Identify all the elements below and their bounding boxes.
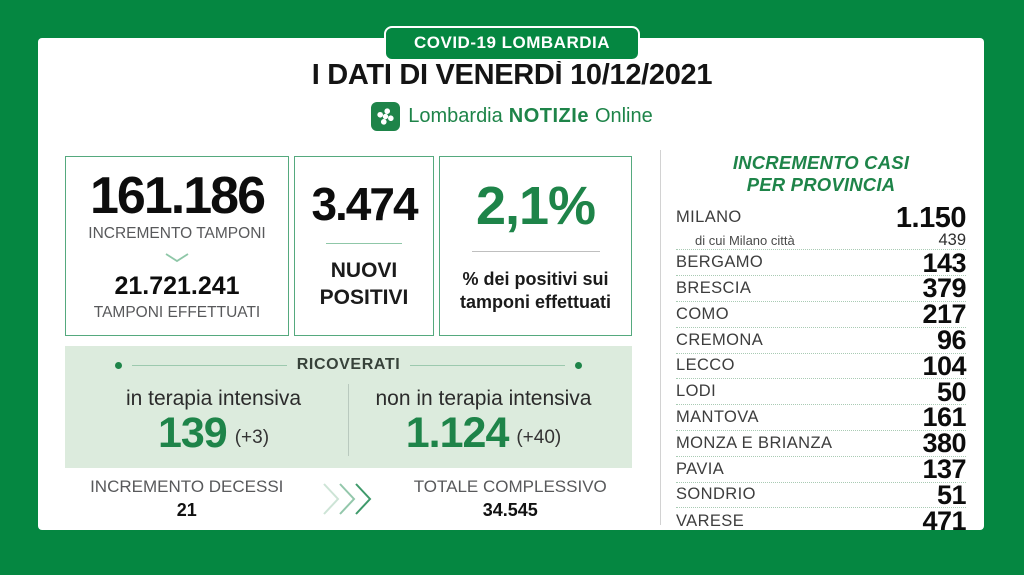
incremento-decessi-label: INCREMENTO DECESSI bbox=[90, 477, 284, 496]
non-terapia-intensiva-label: non in terapia intensiva bbox=[375, 386, 592, 410]
province-panel: INCREMENTO CASI PER PROVINCIA MILANO 1.1… bbox=[676, 152, 967, 537]
ricoverati-title: RICOVERATI bbox=[296, 356, 401, 373]
triple-chevron-right-icon bbox=[309, 482, 389, 516]
column-separator bbox=[348, 384, 349, 456]
ricoverati-header: RICOVERATI bbox=[79, 356, 618, 374]
percent-positivi-box: 2,1% % dei positivi sui tamponi effettua… bbox=[439, 156, 632, 336]
vertical-divider bbox=[660, 150, 661, 525]
table-row: SONDRIO 51 bbox=[676, 479, 967, 510]
logo-text: Lombardia NOTIZIe Online bbox=[408, 105, 653, 128]
table-row: LODI 50 bbox=[676, 376, 967, 407]
tamponi-effettuati-label: TAMPONI EFFETTUATI bbox=[93, 303, 261, 321]
percent-positivi-label: % dei positivi sui tamponi effettuati bbox=[460, 269, 611, 312]
tamponi-box: 161.186 INCREMENTO TAMPONI 21.721.241 TA… bbox=[65, 156, 289, 336]
terapia-intensiva-label: in terapia intensiva bbox=[125, 386, 302, 410]
terapia-intensiva-delta: (+3) bbox=[234, 427, 270, 449]
tamponi-effettuati-value: 21.721.241 bbox=[114, 272, 240, 301]
covid-banner: COVID-19 LOMBARDIA bbox=[383, 26, 641, 61]
province-panel-title: INCREMENTO CASI PER PROVINCIA bbox=[732, 152, 910, 196]
incremento-tamponi-label: INCREMENTO TAMPONI bbox=[88, 225, 266, 243]
header-line bbox=[410, 364, 566, 366]
table-row-sub: di cui Milano città 439 bbox=[676, 231, 966, 251]
table-row: MANTOVA 161 bbox=[676, 402, 966, 433]
totale-complessivo-block: TOTALE COMPLESSIVO 34.545 bbox=[389, 477, 633, 521]
gray-divider bbox=[471, 251, 600, 252]
lombardia-notizie-logo: Lombardia NOTIZIe Online bbox=[0, 102, 1024, 131]
logo-suffix: Online bbox=[594, 105, 653, 127]
table-row: LECCO 104 bbox=[676, 350, 966, 381]
table-row: BRESCIA 379 bbox=[676, 273, 966, 304]
ricoverati-columns: in terapia intensiva 139 (+3) non in ter… bbox=[79, 380, 618, 460]
bullet-dot-icon bbox=[575, 361, 583, 369]
table-row: MILANO 1.150 bbox=[676, 201, 967, 234]
non-terapia-intensiva-block: non in terapia intensiva 1.124 (+40) bbox=[349, 380, 618, 460]
totale-complessivo-value: 34.545 bbox=[482, 500, 538, 520]
incremento-tamponi-value: 161.186 bbox=[90, 167, 266, 226]
page-title: I DATI DI VENERDÌ 10/12/2021 bbox=[311, 59, 713, 91]
header-line bbox=[132, 364, 287, 366]
chevron-down-icon bbox=[165, 250, 189, 268]
incremento-decessi-value: 21 bbox=[176, 500, 197, 520]
headline-stats: 161.186 INCREMENTO TAMPONI 21.721.241 TA… bbox=[65, 156, 632, 336]
table-row: PAVIA 137 bbox=[676, 454, 966, 484]
nuovi-positivi-box: 3.474 NUOVI POSITIVI bbox=[294, 156, 434, 336]
bullet-dot-icon bbox=[115, 361, 122, 369]
terapia-intensiva-block: in terapia intensiva 139 (+3) bbox=[79, 380, 348, 460]
non-terapia-intensiva-value: 1.124 bbox=[405, 408, 510, 457]
totale-complessivo-label: TOTALE COMPLESSIVO bbox=[413, 477, 607, 496]
incremento-decessi-block: INCREMENTO DECESSI 21 bbox=[65, 477, 309, 521]
nuovi-positivi-value: 3.474 bbox=[311, 178, 418, 231]
ricoverati-section: RICOVERATI in terapia intensiva 139 (+3)… bbox=[65, 346, 632, 468]
table-row: VARESE 471 bbox=[676, 506, 966, 537]
rosa-camuna-icon bbox=[371, 102, 401, 131]
percent-positivi-value: 2,1% bbox=[475, 176, 596, 236]
non-terapia-intensiva-delta: (+40) bbox=[516, 427, 562, 449]
green-divider bbox=[326, 243, 402, 245]
terapia-intensiva-value: 139 bbox=[157, 408, 228, 457]
table-row: CREMONA 96 bbox=[676, 325, 967, 356]
logo-brand-bold: NOTIZIe bbox=[508, 105, 589, 127]
table-row: MONZA E BRIANZA 380 bbox=[676, 428, 966, 459]
province-table: MILANO 1.150 di cui Milano città 439 BER… bbox=[676, 201, 967, 537]
table-row: COMO 217 bbox=[676, 299, 966, 330]
totals-row: INCREMENTO DECESSI 21 TOTALE COMPLESSIVO… bbox=[65, 477, 632, 521]
nuovi-positivi-label: NUOVI POSITIVI bbox=[319, 259, 409, 309]
table-row: BERGAMO 143 bbox=[676, 247, 966, 278]
logo-brand: Lombardia bbox=[408, 105, 503, 127]
